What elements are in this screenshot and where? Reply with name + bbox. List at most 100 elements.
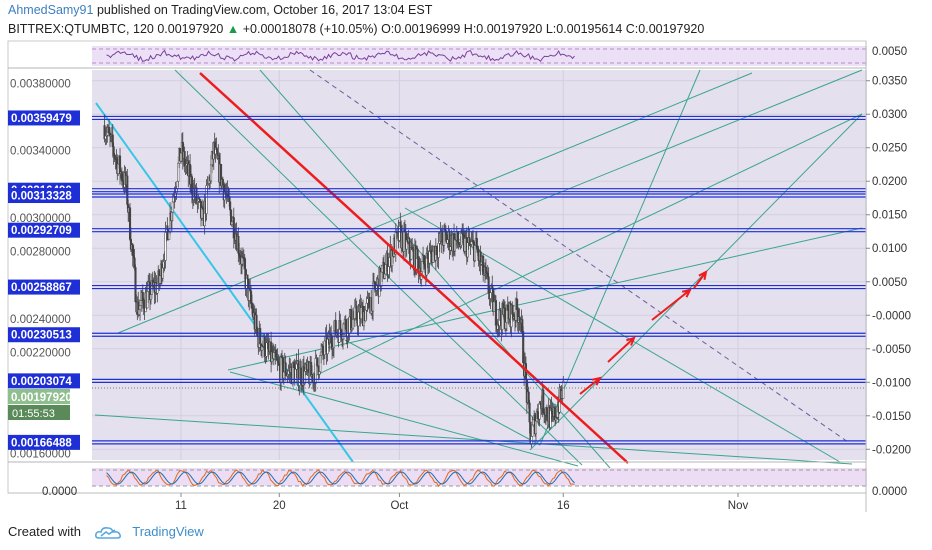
candle-body (536, 411, 539, 419)
red-arrow-head (626, 336, 636, 346)
left-axis: 0.00380000 0.00340000 0.00300000 0.00280000… (10, 78, 71, 460)
price-level-label: 0.00258867 (11, 282, 72, 294)
x-tick-label: Oct (390, 500, 409, 512)
stoch-d-line (106, 471, 575, 485)
x-tick-label: 20 (273, 500, 286, 512)
teal-trendline (529, 113, 863, 451)
candle-body (171, 201, 174, 213)
candle-body (428, 251, 431, 264)
x-tick-label: 11 (175, 500, 187, 512)
red-arrows (579, 270, 708, 395)
teal-trendline (299, 113, 863, 384)
time-axis: 11 20 Oct 16 Nov (175, 493, 748, 512)
symbol-info: BITTREX:QTUMBTC, 120 0.00197920 ▲ +0.000… (8, 22, 704, 36)
price-level-tag (8, 279, 80, 295)
candle-body (473, 245, 477, 261)
price-level-label: 0.00230513 (11, 330, 72, 342)
cyan-trendline (95, 102, 354, 463)
author-link[interactable]: AhmedSamy91 (8, 3, 94, 17)
right-tick-label: 0.0350 (872, 76, 907, 88)
left-tick-label: 0.00280000 (10, 247, 71, 259)
countdown-label: 01:55:53 (12, 408, 55, 420)
right-tick-label: 0.0250 (872, 143, 907, 155)
tradingview-link[interactable]: TradingView (132, 524, 204, 539)
price-level-label: 0.00203074 (11, 376, 72, 388)
price-level-tag (8, 373, 80, 389)
symbol-label: BITTREX:QTUMBTC, 120 (8, 22, 154, 36)
candle-body (528, 402, 531, 423)
rsi-axis-label: 0.0050 (872, 46, 907, 58)
low-value: L:0.00195614 (545, 22, 623, 36)
price-level-label: 0.00359479 (11, 113, 72, 125)
right-tick-label: 0.0050 (872, 277, 907, 289)
candle-body (199, 199, 202, 202)
teal-trendline (344, 339, 541, 446)
candle-body (368, 296, 371, 308)
candle-body (350, 309, 353, 330)
left-tick-label: 0.00240000 (10, 314, 71, 326)
price-level-label: 0.00313328 (11, 191, 72, 203)
red-arrow-head (591, 376, 602, 386)
candle-body (562, 380, 565, 399)
up-arrow-icon: ▲ (226, 22, 240, 36)
right-tick-label: 0.0100 (872, 243, 907, 255)
horizontal-levels (92, 115, 866, 445)
red-arrow-line (651, 289, 691, 321)
close-value: C:0.00197920 (625, 22, 705, 36)
stoch-panel-band (92, 468, 867, 486)
x-tick-label: Nov (728, 500, 749, 512)
price-level-tag (8, 327, 80, 343)
candle-body (272, 352, 275, 359)
price-level-tag (8, 222, 80, 238)
left-tick-label: 0.00220000 (10, 347, 71, 359)
high-value: H:0.00197920 (463, 22, 543, 36)
price-change: +0.00018078 (+10.05%) (242, 22, 378, 36)
candle-body (383, 273, 386, 279)
candle-body (255, 314, 258, 329)
teal-trendline (454, 69, 863, 236)
right-axis: 0.0350 0.0300 0.0250 0.0200 0.0150 0.0100 0.00… (866, 76, 911, 456)
price-level-tag (8, 434, 80, 450)
teal-trendline (94, 414, 853, 465)
left-tick-label: 0.00340000 (10, 146, 71, 158)
red-arrow-line (579, 377, 601, 395)
stoch-left-label: 0.0000 (42, 486, 77, 498)
countdown-tag: 01:55:53 (8, 405, 70, 420)
tradingview-cloud-icon (94, 526, 121, 539)
right-tick-label: -0.0200 (872, 444, 911, 456)
footer: Created with TradingView (8, 524, 204, 540)
right-tick-label: 0.0150 (872, 210, 907, 222)
candle-body (357, 311, 360, 327)
price-level-label: 0.00292709 (11, 225, 72, 237)
current-price-label: 0.00197920 (11, 392, 72, 404)
teal-trendline (174, 69, 583, 466)
created-with-label: Created with (8, 524, 81, 539)
red-arrow-line (693, 271, 707, 289)
price-level-tag (8, 110, 80, 126)
candle-body (530, 436, 533, 445)
candle-body (265, 342, 268, 357)
red-arrow-head (698, 270, 708, 281)
candle-body (421, 261, 424, 273)
left-tick-label: 0.00160000 (10, 448, 71, 460)
price-level-labels: 0.003594790.003164900.003133280.00292709… (8, 110, 80, 450)
left-tick-label: 0.00300000 (10, 213, 71, 225)
price-level-label: 0.00166488 (11, 437, 72, 449)
last-price: 0.00197920 (157, 22, 224, 36)
dashed-trendline (309, 69, 849, 443)
rsi-line (106, 49, 575, 62)
stoch-right-label: 0.0000 (872, 486, 907, 498)
red-arrow-head (681, 288, 692, 298)
publish-info: AhmedSamy91 published on TradingView.com… (8, 3, 432, 17)
right-tick-label: -0.0050 (872, 344, 911, 356)
right-tick-label: -0.0100 (872, 377, 911, 389)
candle-body (138, 305, 142, 311)
red-downtrend-line (199, 72, 629, 464)
right-tick-label: -0.0150 (872, 411, 911, 423)
left-tick-label: 0.00380000 (10, 78, 71, 90)
candle-body (316, 357, 319, 367)
open-value: O:0.00196999 (381, 22, 461, 36)
candle-body (229, 201, 232, 211)
price-level-tag (8, 188, 80, 204)
